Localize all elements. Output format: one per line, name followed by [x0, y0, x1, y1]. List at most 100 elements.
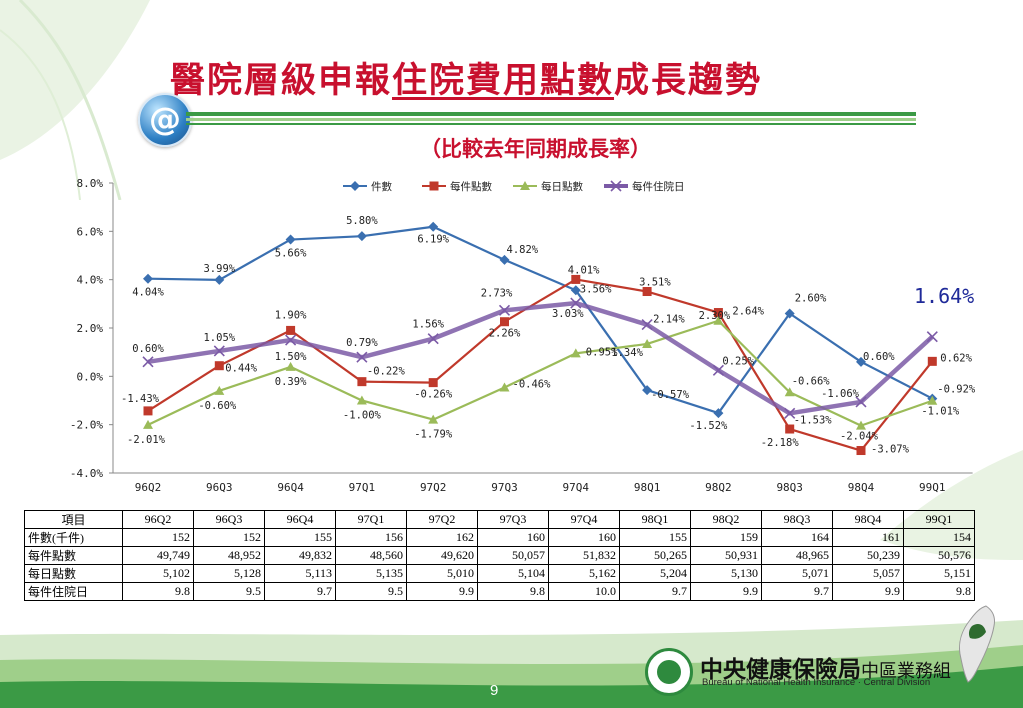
table-cell: 5,130 [690, 564, 762, 583]
series-4-marker [213, 345, 225, 357]
data-label-series-2: 3.51% [639, 277, 671, 289]
data-label-series-4: 1.05% [203, 332, 235, 344]
data-label-series-1: 4.82% [507, 244, 539, 256]
series-1-marker [214, 274, 225, 285]
table-column-header: 98Q2 [690, 510, 762, 529]
legend-marker-4 [610, 180, 622, 192]
series-1-marker [713, 408, 724, 419]
series-3-marker [143, 419, 153, 429]
series-2-marker [428, 378, 438, 388]
data-label-series-3: 0.95% [586, 346, 618, 358]
table-column-header: 98Q4 [832, 510, 904, 529]
table-cell: 9.8 [903, 582, 975, 601]
division-name: 中區業務組 [861, 661, 951, 682]
x-tick-label: 96Q3 [206, 481, 233, 494]
data-label-series-2: -3.07% [871, 444, 910, 456]
data-label-series-4: -1.06% [821, 388, 860, 400]
table-cell: 9.7 [264, 582, 336, 601]
series-3-marker [499, 382, 510, 392]
series-4-marker [427, 333, 439, 345]
table-cell: 152 [122, 528, 194, 547]
data-label-series-4: 1.56% [412, 319, 444, 331]
data-label-series-4: 0.79% [346, 337, 378, 349]
table-column-header: 97Q3 [477, 510, 549, 529]
series-2-marker [571, 274, 581, 284]
data-label-series-1: 5.66% [275, 248, 307, 260]
series-1-marker [642, 385, 653, 396]
data-label-series-4: -1.53% [794, 414, 833, 426]
table-cell: 9.8 [122, 582, 194, 601]
table-cell: 5,113 [264, 564, 336, 583]
table-cell: 156 [335, 528, 407, 547]
series-2-marker [357, 377, 367, 387]
series-4-marker [784, 407, 796, 419]
table-column-header: 96Q2 [122, 510, 194, 529]
series-3-marker [713, 315, 724, 325]
data-label-series-4: 2.14% [653, 314, 685, 326]
data-label-series-2: 2.26% [489, 328, 521, 340]
series-1-marker [356, 231, 367, 242]
table-row: 件數(千件) 152 152 155 156 162 160 160 155 159 164 161 1… [24, 528, 975, 547]
data-label-series-3: -0.46% [513, 378, 552, 390]
series-3-marker [428, 414, 439, 424]
table-cell: 9.7 [761, 582, 833, 601]
x-tick-label: 99Q1 [919, 481, 946, 494]
data-label-series-1: 4.04% [132, 287, 164, 299]
table-cell: 159 [690, 528, 762, 547]
series-1-marker [856, 356, 866, 367]
data-label-series-2: 0.44% [225, 363, 257, 375]
table-cell: 50,239 [832, 546, 904, 565]
series-4-marker [855, 396, 867, 408]
series-4-marker [285, 334, 297, 346]
data-label-series-3: -2.04% [840, 431, 879, 443]
table-cell: 49,749 [122, 546, 194, 565]
y-tick-label: 2.0% [77, 322, 104, 335]
page-subtitle: （比較去年同期成長率） [420, 136, 651, 161]
legend-marker-1 [350, 181, 360, 191]
series-2-marker [713, 308, 723, 318]
page-number: 9 [490, 682, 499, 699]
table-cell: 9.8 [477, 582, 549, 601]
data-label-series-4: 0.25% [722, 355, 754, 367]
org-name-text: 中央健康保險局 [700, 657, 861, 683]
table-row-label: 每日點數 [24, 564, 123, 583]
nhi-logo [645, 648, 693, 696]
series-4-marker [570, 297, 582, 309]
legend-marker-3 [520, 181, 530, 190]
table-column-header: 98Q3 [761, 510, 833, 529]
decorative-leaf-background [0, 0, 150, 200]
data-label-series-3: -0.60% [198, 400, 237, 412]
table-cell: 5,135 [335, 564, 407, 583]
legend-label-2: 每件點數 [450, 180, 492, 193]
data-label-series-1: 0.60% [863, 351, 895, 363]
data-label-series-1: -0.92% [937, 384, 976, 396]
data-label-series-4: 1.50% [275, 351, 307, 363]
series-4-marker [641, 319, 653, 331]
x-tick-label: 98Q4 [848, 481, 875, 494]
series-2-marker [927, 356, 937, 366]
data-label-series-2: 4.01% [568, 264, 600, 276]
data-label-series-1: 3.56% [580, 283, 612, 295]
series-2-marker [642, 287, 652, 297]
series-line-2 [147, 278, 934, 452]
table-cell: 9.9 [406, 582, 478, 601]
table-cell: 48,560 [335, 546, 407, 565]
table-cell: 5,057 [832, 564, 904, 583]
data-label-series-3: 2.30% [699, 310, 731, 322]
table-row: 每件住院日 9.8 9.5 9.7 9.5 9.9 9.8 10.0 9.7 9.9 9.7 9.9 9… [24, 582, 975, 601]
y-tick-label: 8.0% [77, 177, 104, 190]
x-tick-label: 98Q1 [634, 481, 661, 494]
y-tick-label: -2.0% [70, 419, 103, 432]
x-tick-label: 97Q1 [349, 481, 376, 494]
legend-label-4: 每件住院日 [632, 180, 685, 193]
data-label-series-1: -1.52% [689, 420, 728, 432]
table-cell: 50,576 [903, 546, 975, 565]
title-part-3: 成長趨勢 [614, 60, 763, 101]
table-row-label: 每件住院日 [24, 582, 123, 601]
x-tick-label: 98Q3 [776, 481, 803, 494]
page-title: 醫院層級申報住院費用點數成長趨勢 [170, 52, 762, 103]
data-label-series-4: 2.73% [481, 287, 513, 299]
table-cell: 164 [761, 528, 833, 547]
series-line-3 [147, 319, 933, 427]
table-cell: 9.9 [690, 582, 762, 601]
